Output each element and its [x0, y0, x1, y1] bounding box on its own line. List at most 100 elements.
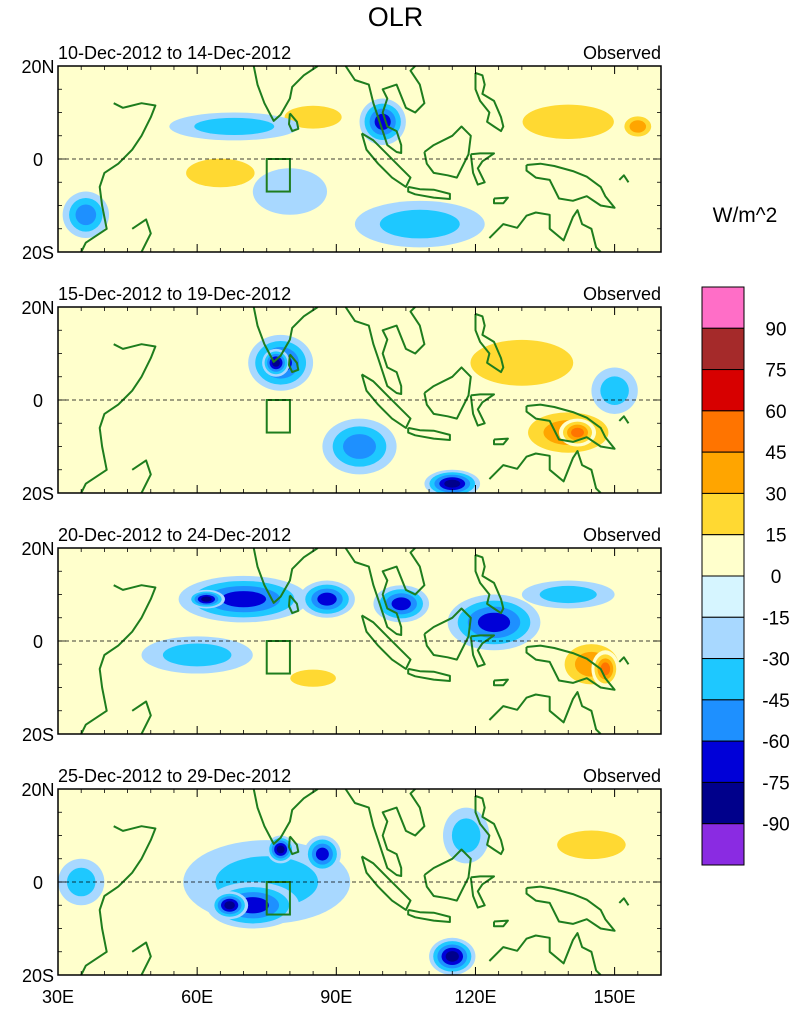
y-tick-label: 0 [33, 873, 43, 893]
y-tick-label: 20N [21, 298, 54, 318]
x-tick-label: 60E [181, 987, 213, 1007]
coastline [493, 919, 509, 928]
panel-3: 20N 0 20S 20-Dec-2012 to 24-Dec-2012 Observe… [21, 525, 662, 745]
coastline [360, 855, 412, 911]
coastline [618, 415, 630, 424]
colorbar-swatch [701, 616, 745, 660]
coastline [469, 875, 495, 909]
panel-period-label: 10-Dec-2012 to 14-Dec-2012 [58, 43, 291, 63]
colorbar-label: -90 [762, 815, 789, 836]
coastline [488, 932, 602, 975]
coastline [344, 66, 430, 154]
coastline [225, 307, 319, 363]
coastline [488, 691, 602, 734]
coastlines [80, 66, 630, 252]
y-tick-label: 20N [21, 57, 54, 77]
panel-1: 20N 0 20S 10-Dec-2012 to 14-Dec-2012 Observe… [21, 43, 662, 263]
olr-anomaly-contour [343, 434, 376, 459]
olr-anomaly-contour [224, 901, 235, 910]
colorbar-unit: W/m^2 [713, 204, 778, 227]
y-tick-label: 20S [22, 243, 54, 263]
coastline [474, 554, 505, 615]
panel-4: 20N 0 20S 25-Dec-2012 to 29-Dec-2012 Observe… [21, 766, 662, 986]
coastline [407, 426, 451, 441]
coastline [360, 614, 412, 670]
olr-anomaly-contour [162, 643, 232, 667]
coastline [131, 941, 152, 975]
coastline [493, 678, 509, 687]
colorbar-swatch [701, 410, 745, 453]
y-tick-label: 20S [22, 484, 54, 504]
olr-anomaly-contour [629, 120, 647, 133]
panel-2: 20N 0 20S 15-Dec-2012 to 19-Dec-2012 Observe… [21, 284, 662, 504]
colorbar-label: -15 [762, 608, 789, 629]
olr-anomaly-contour [336, 914, 430, 943]
panel-period-label: 25-Dec-2012 to 29-Dec-2012 [58, 766, 291, 786]
coastline [360, 373, 412, 429]
olr-anomaly-contour [290, 669, 336, 687]
colorbar-label: 90 [765, 319, 786, 340]
olr-anomaly-contour [317, 592, 337, 606]
coastline [80, 584, 157, 734]
x-tick-label: 30E [42, 987, 74, 1007]
olr-anomaly-contour [224, 696, 355, 725]
coastlines [80, 548, 630, 734]
x-tick-label: 150E [594, 987, 636, 1007]
olr-anomaly-contour [557, 830, 626, 860]
coastline [618, 897, 630, 906]
colorbar-swatch [701, 781, 745, 825]
coastline [525, 403, 616, 450]
olr-anomaly-contour [75, 204, 97, 226]
olr-anomaly-contour [276, 845, 285, 854]
coastline [443, 974, 445, 975]
coastline [525, 162, 616, 209]
colorbar-label: -30 [762, 650, 789, 671]
coastline [131, 459, 152, 493]
coastline [525, 644, 616, 691]
coastline [488, 209, 602, 252]
x-tick-label: 120E [454, 987, 496, 1007]
coastline [469, 393, 495, 427]
colorbar-swatch [701, 492, 745, 536]
coastline [618, 174, 630, 183]
colorbar-label: 45 [765, 443, 786, 464]
y-tick-label: 0 [33, 632, 43, 652]
coastline [443, 251, 445, 252]
olr-anomaly-contour [539, 585, 597, 604]
coastline [443, 492, 445, 493]
colorbar-swatch [701, 286, 745, 329]
olr-anomaly-contour [477, 612, 511, 633]
coastline [225, 66, 319, 122]
coastline [288, 112, 300, 133]
colorbar: 90 75 60 45 30 15 0 -15 -30 -45 -60 -75 -90 W/m^2 [701, 204, 790, 866]
coastline [493, 437, 509, 446]
coastline [360, 132, 412, 188]
colorbar-label: -45 [762, 691, 789, 712]
olr-anomaly-contour [391, 597, 411, 611]
colorbar-label: 75 [765, 361, 786, 382]
y-tick-label: 20S [22, 725, 54, 745]
anomaly-fields [62, 93, 657, 248]
coastline [423, 607, 472, 661]
panel-observed-label: Observed [583, 525, 661, 545]
coastline [423, 125, 472, 179]
coastline [225, 548, 319, 604]
colorbar-label: -75 [762, 773, 789, 794]
colorbar-label: 30 [765, 484, 786, 505]
coastline [493, 196, 509, 205]
olr-anomaly-contour [379, 209, 460, 239]
y-tick-label: 0 [33, 150, 43, 170]
coastline [344, 548, 430, 636]
coastline [225, 789, 319, 845]
colorbar-swatch [701, 658, 745, 701]
olr-anomaly-contour [600, 376, 629, 406]
coastline [288, 353, 300, 374]
coastline [423, 366, 472, 420]
coastline [407, 667, 451, 682]
shared-x-axis: 30E 60E 90E 120E 150E [42, 987, 636, 1007]
y-tick-label: 0 [33, 391, 43, 411]
coastline [407, 908, 451, 923]
olr-anomaly-contour [194, 117, 275, 136]
coastline [80, 102, 157, 252]
